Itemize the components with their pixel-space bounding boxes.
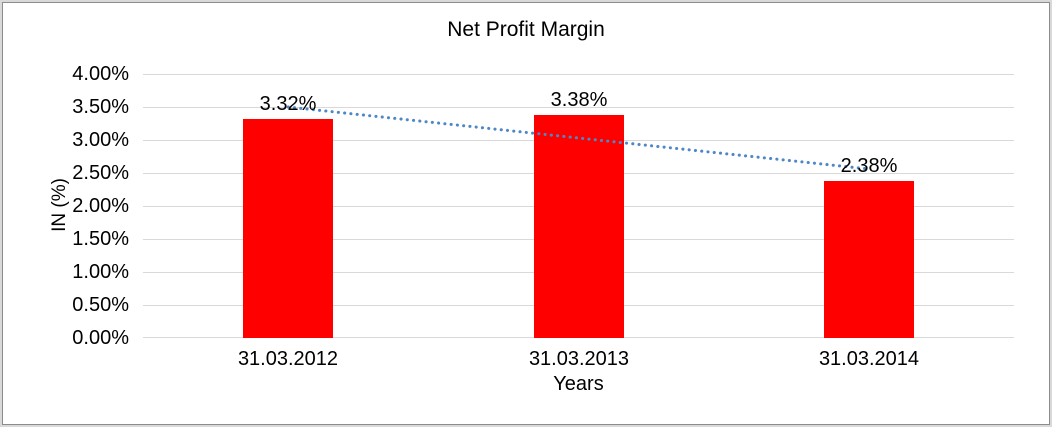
y-tick-2.00%: 2.00% <box>72 195 129 217</box>
gridline <box>143 107 1014 108</box>
y-tick-3.50%: 3.50% <box>72 96 129 118</box>
y-tick-4.00%: 4.00% <box>72 63 129 85</box>
data-label-31.03.2012: 3.32% <box>259 93 317 115</box>
y-tick-1.50%: 1.50% <box>72 228 129 250</box>
chart-title: Net Profit Margin <box>447 18 605 41</box>
y-tick-0.50%: 0.50% <box>72 294 129 316</box>
bar-31.03.2013 <box>534 115 624 338</box>
data-label-31.03.2014: 2.38% <box>840 155 898 177</box>
x-axis-title: Years <box>553 373 604 395</box>
y-tick-3.00%: 3.00% <box>72 129 129 151</box>
trendline <box>286 105 871 171</box>
y-tick-0.00%: 0.00% <box>72 327 129 349</box>
x-tick-31.03.2012: 31.03.2012 <box>237 348 339 370</box>
trendline-path <box>286 105 871 171</box>
x-tick-31.03.2014: 31.03.2014 <box>818 348 920 370</box>
plot-area: 3.32% 3.38% 2.38% <box>143 74 1014 338</box>
gridline <box>143 74 1014 75</box>
y-tick-2.50%: 2.50% <box>72 162 129 184</box>
bar-31.03.2012 <box>243 119 333 338</box>
x-tick-31.03.2013: 31.03.2013 <box>528 348 630 370</box>
bar-31.03.2014 <box>824 181 914 338</box>
data-label-31.03.2013: 3.38% <box>550 89 608 111</box>
y-tick-1.00%: 1.00% <box>72 261 129 283</box>
